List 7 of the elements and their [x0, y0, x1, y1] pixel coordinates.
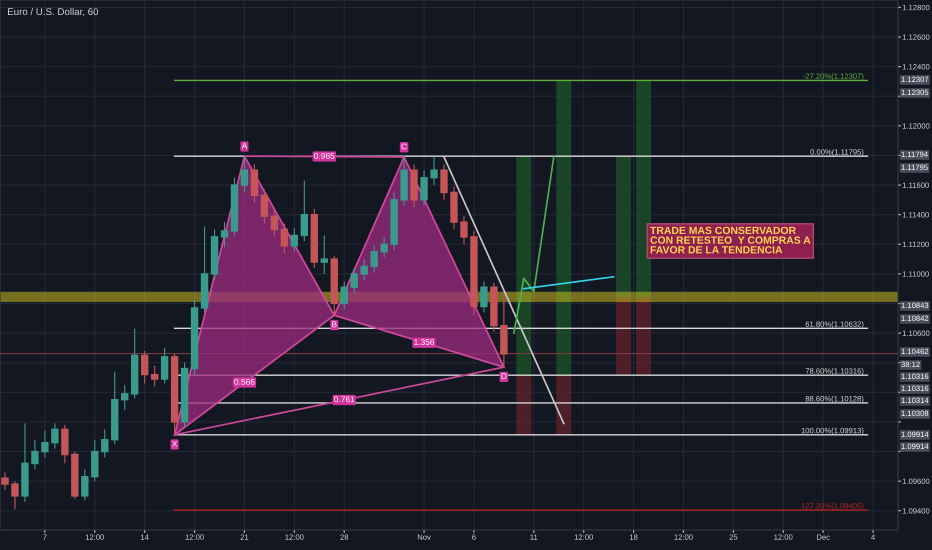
text: Euro / U.S. Dollar, 60 [8, 8, 98, 16]
annotation: TRADE MAS CONSERVADOR CON RETESTEO Y COMPRAS A FAVOR DE LA TENDENCIA [650, 226, 810, 254]
data-label: X [172, 440, 178, 447]
data-label: B [332, 321, 337, 328]
data-label: A [242, 142, 248, 149]
data-label: D [502, 373, 506, 380]
data-label: C [402, 144, 407, 150]
